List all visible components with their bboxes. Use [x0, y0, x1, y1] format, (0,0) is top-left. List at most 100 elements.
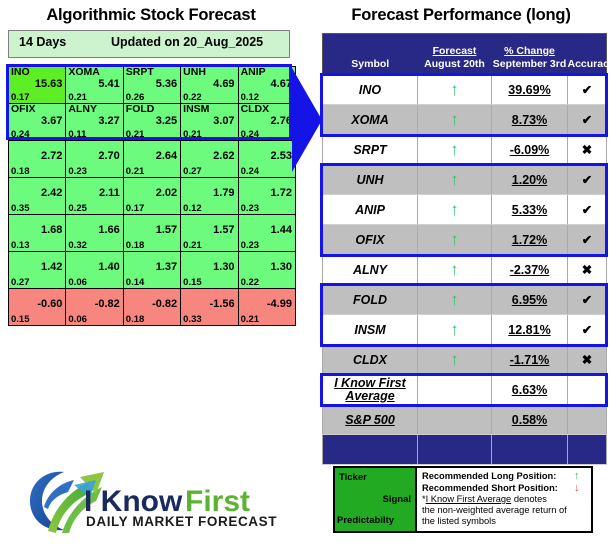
row-forecast-direction: ↑	[417, 164, 492, 195]
forecast-cell: SRPT 5.36 0.26	[122, 66, 182, 104]
cell-predictability: 0.21	[125, 129, 145, 140]
row-symbol: OFIX	[322, 224, 418, 255]
cell-predictability: 0.22	[183, 92, 202, 103]
cell-signal: 1.72	[270, 187, 292, 199]
forecast-grid-row: 1.68 0.13 1.66 0.32 1.57 0.18 1.57 0.21 1.44 0.23	[7, 214, 296, 252]
left-panel-title: Algorithmic Stock Forecast	[46, 6, 256, 24]
cell-signal: 1.79	[213, 187, 235, 199]
row-forecast-direction: ↑	[417, 74, 492, 105]
footer-cell	[322, 434, 418, 465]
up-arrow-icon: ↑	[450, 350, 459, 369]
cell-signal: 2.11	[98, 187, 120, 199]
forecast-cell: OFIX 3.67 0.24	[7, 103, 67, 141]
cell-predictability: 0.27	[183, 166, 202, 177]
forecast-cell: 1.42 0.27	[7, 251, 67, 289]
forecast-cell: UNH 4.69 0.22	[180, 66, 239, 104]
cell-ticker: ANIP	[240, 66, 266, 78]
cell-signal: 1.37	[155, 261, 178, 273]
row-accuracy: ✔	[567, 224, 607, 255]
check-icon: ✔	[581, 173, 593, 187]
cell-predictability: 0.21	[125, 166, 145, 177]
legend-box: Ticker Signal Predictabilty Recommended …	[333, 466, 593, 533]
cell-signal: 4.69	[213, 78, 235, 90]
legend-description: Recommended Long Position: ↑ Recommended…	[417, 468, 591, 531]
cell-ticker: FOLD	[125, 103, 155, 115]
forecast-cell: 1.30 0.22	[237, 251, 296, 289]
cell-predictability: 0.35	[11, 203, 30, 214]
forecast-cell: INSM 3.07 0.21	[180, 103, 239, 141]
legend-predictability-label: Predictabilty	[337, 515, 395, 526]
row-accuracy: ✔	[567, 194, 607, 225]
cell-predictability: 0.26	[125, 92, 145, 103]
up-arrow-icon: ↑	[450, 260, 459, 279]
row-accuracy: ✔	[567, 74, 607, 105]
cell-signal: 2.42	[40, 187, 63, 199]
up-arrow-icon: ↑	[450, 110, 459, 129]
table-row: OFIX ↑ 1.72% ✔	[322, 224, 607, 255]
cell-ticker: OFIX	[11, 103, 36, 115]
forecast-cell: INO 15.63 0.17	[7, 66, 67, 104]
cell-signal: -0.82	[94, 298, 120, 310]
cell-predictability: 0.21	[183, 129, 202, 140]
forecast-cell: -4.99 0.21	[237, 288, 296, 326]
cell-signal: 2.72	[40, 150, 63, 162]
cell-signal: 2.70	[98, 150, 120, 162]
up-arrow-icon: ↑	[450, 320, 459, 339]
cell-predictability: 0.33	[183, 314, 202, 325]
forecast-cell: 2.64 0.21	[122, 140, 182, 178]
forecast-cell: XOMA 5.41 0.21	[65, 66, 124, 104]
up-arrow-icon: ↑	[450, 230, 459, 249]
forecast-cell: 2.62 0.27	[180, 140, 239, 178]
row-change: 1.20%	[491, 164, 568, 195]
cell-signal: 2.64	[155, 150, 178, 162]
table-row: ANIP ↑ 5.33% ✔	[322, 194, 607, 225]
cell-predictability: 0.15	[11, 314, 30, 325]
check-icon: ✔	[581, 83, 593, 97]
forecast-grid-row: OFIX 3.67 0.24 ALNY 3.27 0.11 FOLD 3.25 0.21 INSM…	[7, 103, 296, 141]
cell-predictability: 0.24	[240, 129, 260, 140]
footer-cell	[417, 434, 492, 465]
row-forecast-direction: ↑	[417, 194, 492, 225]
cell-signal: 3.25	[155, 115, 178, 127]
row-symbol: INO	[322, 74, 418, 105]
forecast-cell: 1.66 0.32	[65, 214, 124, 252]
cell-predictability: 0.11	[68, 129, 87, 140]
legend-long-position: Recommended Long Position: ↑	[422, 470, 580, 482]
row-accuracy: ✔	[567, 104, 607, 135]
cell-signal: 3.07	[213, 115, 235, 127]
forecast-grid-row: 2.72 0.18 2.70 0.23 2.64 0.21 2.62 0.27 2.53 0.24	[7, 140, 296, 178]
row-symbol: XOMA	[322, 104, 418, 135]
header-forecast: Forecast August 20th	[417, 33, 492, 75]
performance-table-header-row: Symbol Forecast August 20th % Change Sep…	[322, 33, 612, 75]
cell-signal: -0.82	[152, 298, 178, 310]
forecast-grid: INO 15.63 0.17 XOMA 5.41 0.21 SRPT 5.36 0.26 UNH 4…	[7, 66, 296, 326]
row-symbol: INSM	[322, 314, 418, 345]
table-row: SRPT ↑ -6.09% ✖	[322, 134, 607, 165]
forecast-cell: 1.68 0.13	[7, 214, 67, 252]
right-arrow-icon	[288, 62, 326, 178]
legend-cell-sample: Ticker Signal Predictabilty	[335, 468, 417, 531]
cell-predictability: 0.21	[183, 240, 202, 251]
footer-cell	[567, 434, 607, 465]
forecast-grid-row: 1.42 0.27 1.40 0.06 1.37 0.14 1.30 0.15 1.30 0.22	[7, 251, 296, 289]
average-change: 6.63%	[491, 374, 568, 405]
cell-predictability: 0.13	[11, 240, 30, 251]
table-row: CLDX ↑ -1.71% ✖	[322, 344, 607, 375]
forecast-cell: FOLD 3.25 0.21	[122, 103, 182, 141]
cell-signal: 1.30	[213, 261, 235, 273]
cross-icon: ✖	[581, 353, 593, 367]
check-icon: ✔	[581, 233, 593, 247]
cell-signal: 5.36	[155, 78, 178, 90]
i-know-first-logo: I Know First DAILY MARKET FORECAST	[24, 463, 279, 541]
cell-signal: 5.41	[98, 78, 120, 90]
forecast-cell: ALNY 3.27 0.11	[65, 103, 124, 141]
forecast-cell: 2.02 0.17	[122, 177, 182, 215]
forecast-grid-row: 2.42 0.35 2.11 0.25 2.02 0.17 1.79 0.12 1.72 0.23	[7, 177, 296, 215]
forecast-cell: 2.42 0.35	[7, 177, 67, 215]
average-label: I Know First Average	[322, 374, 418, 405]
forecast-cell: -0.82 0.06	[65, 288, 124, 326]
forecast-cell: ANIP 4.67 0.12	[237, 66, 296, 104]
up-arrow-icon: ↑	[574, 470, 580, 482]
cell-predictability: 0.14	[125, 277, 145, 288]
cell-predictability: 0.18	[125, 240, 145, 251]
